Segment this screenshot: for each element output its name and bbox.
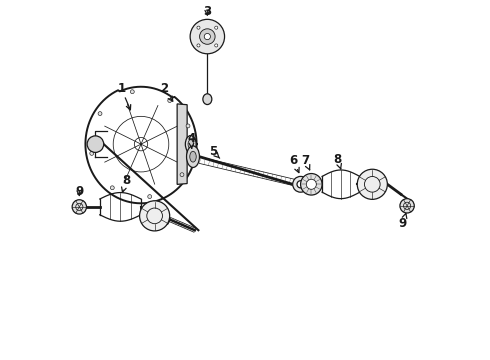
Circle shape [215,26,218,29]
Circle shape [357,169,388,199]
Text: 9: 9 [75,185,83,198]
Ellipse shape [185,135,196,153]
Circle shape [400,199,414,213]
Circle shape [190,19,224,54]
Circle shape [110,186,114,190]
Circle shape [199,29,215,44]
Text: 7: 7 [301,154,310,170]
Ellipse shape [203,94,212,104]
Polygon shape [177,104,187,184]
Text: 2: 2 [160,82,173,101]
Circle shape [140,201,170,231]
Circle shape [297,181,304,188]
Circle shape [300,174,322,195]
Circle shape [148,195,151,198]
Text: 8: 8 [122,174,130,192]
Circle shape [98,112,102,116]
Text: 8: 8 [333,153,342,169]
Circle shape [72,200,87,214]
Text: 6: 6 [289,154,299,172]
Text: 9: 9 [399,213,407,230]
Circle shape [306,179,317,189]
Text: 3: 3 [203,5,211,18]
Text: 1: 1 [117,82,131,110]
Circle shape [197,44,200,47]
Circle shape [293,176,309,192]
Ellipse shape [187,146,199,167]
Ellipse shape [188,140,194,149]
Circle shape [204,33,210,40]
Circle shape [87,136,104,152]
Circle shape [197,26,200,29]
Circle shape [168,99,172,103]
Circle shape [186,124,190,128]
Ellipse shape [190,151,196,162]
Text: 5: 5 [209,145,220,158]
Circle shape [215,44,218,47]
Circle shape [180,173,184,177]
Text: 4: 4 [187,132,196,148]
Circle shape [90,152,94,155]
Circle shape [130,90,134,94]
